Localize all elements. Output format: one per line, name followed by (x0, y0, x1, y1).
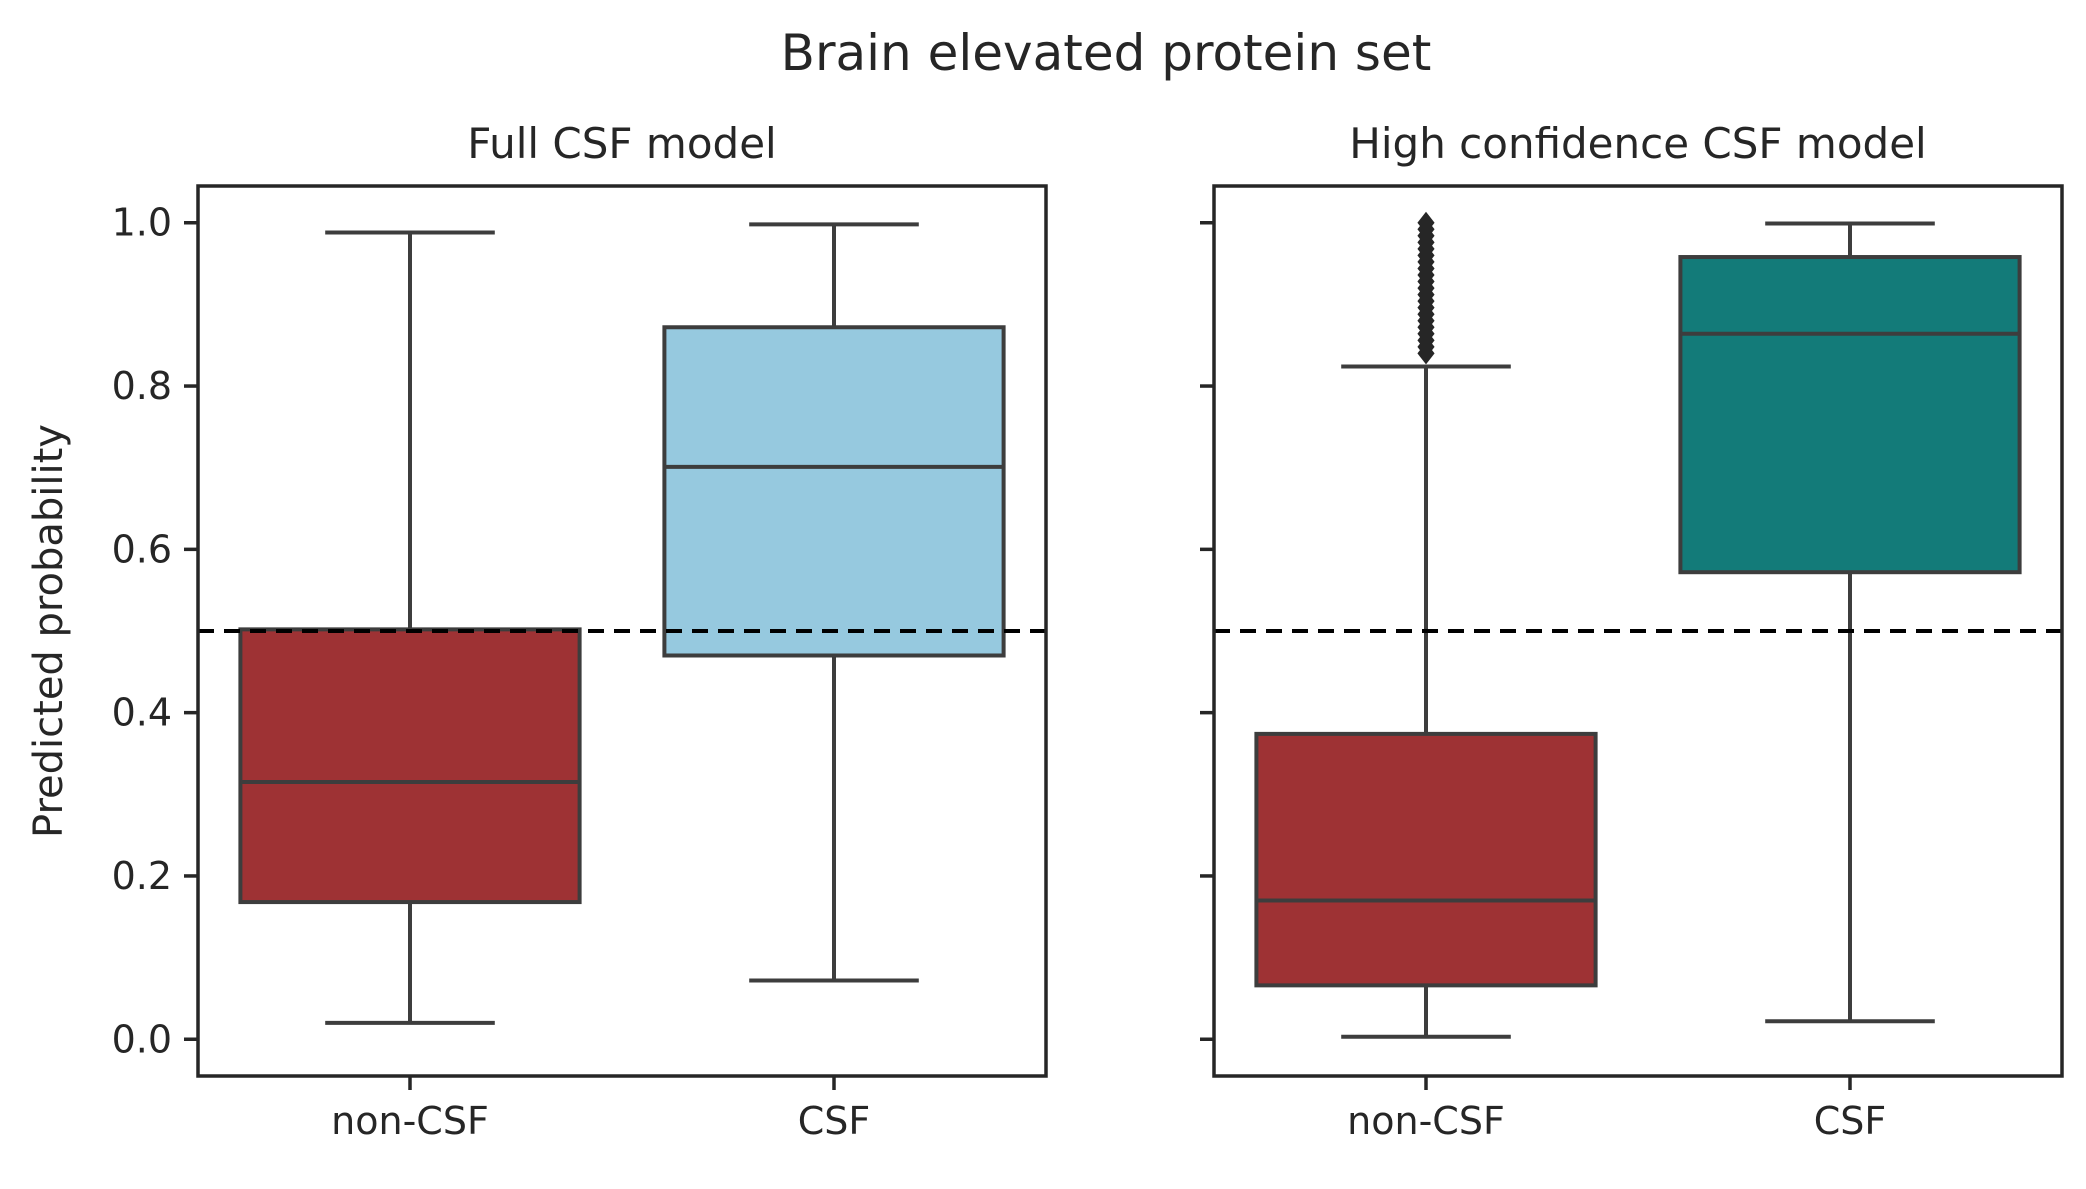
iqr-box (1678, 255, 2022, 575)
box-csf (1678, 221, 2022, 1024)
iqr-box (662, 325, 1006, 658)
y-tick-label: 0.4 (112, 691, 172, 735)
figure-suptitle: Brain elevated protein set (781, 24, 1432, 82)
y-tick-label: 1.0 (112, 201, 172, 245)
panel-title: Full CSF model (467, 119, 776, 168)
axes-frame (1212, 184, 2064, 1078)
panel-2: High confidence CSF model non-CSF CSF (1200, 119, 2064, 1143)
axes-frame (196, 184, 1048, 1078)
panel-1: Full CSF model 0.0 0.2 0.4 0.6 0.8 1.0 Predicte… (26, 119, 1048, 1143)
x-tick-label: non-CSF (331, 1099, 489, 1143)
y-tick-label: 0.0 (112, 1017, 172, 1061)
x-tick-label: CSF (1814, 1099, 1887, 1143)
x-tick-label: non-CSF (1347, 1099, 1505, 1143)
iqr-box (238, 627, 582, 905)
panel-title: High confidence CSF model (1349, 119, 1926, 168)
box-non-csf (1254, 211, 1598, 1039)
box-csf (662, 222, 1006, 983)
outlier-point (1417, 211, 1435, 234)
iqr-box (1254, 731, 1598, 988)
y-tick-label: 0.2 (112, 854, 172, 898)
y-tick-label: 0.8 (112, 364, 172, 408)
y-axis-label: Predicted probability (26, 424, 72, 838)
y-tick-label: 0.6 (112, 527, 172, 571)
box-non-csf (238, 230, 582, 1025)
x-tick-label: CSF (798, 1099, 871, 1143)
